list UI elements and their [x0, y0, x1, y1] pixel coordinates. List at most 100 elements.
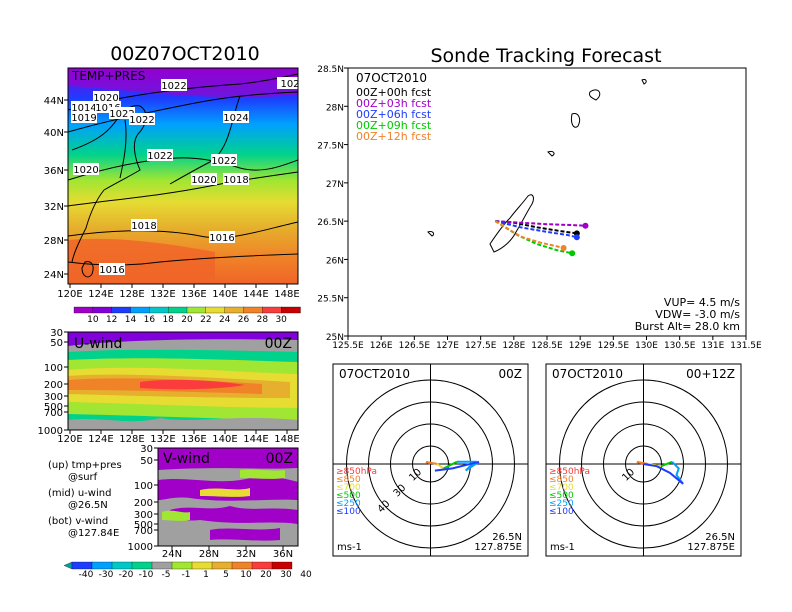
lat-tick-label: 28N — [44, 236, 64, 247]
lon-tick-label: 120E — [57, 434, 82, 445]
colorbar-swatch — [111, 561, 133, 570]
hodograph-unit: ms-1 — [550, 542, 575, 553]
pressure-tick-label: 30 — [140, 444, 153, 455]
track-lat-ticks: 28.5N 28N 27.5N 27N 26.5N 26N 25.5N 25N — [317, 65, 348, 343]
lon-tick-label: 131E — [701, 341, 724, 351]
colorbar-label: 1 — [203, 570, 209, 580]
lon-tick-label: 148E — [274, 434, 299, 445]
lat-tick-label: 28N — [199, 549, 219, 560]
track-line-1 — [495, 220, 586, 227]
colorbar-label: 24 — [219, 315, 231, 325]
note-line: (up) tmp+pres — [48, 460, 122, 471]
lon-tick-label: 140E — [212, 289, 237, 300]
note-line: @26.5N — [68, 500, 108, 511]
hodograph-time: 00+12Z — [686, 367, 735, 381]
temp-map-frame — [67, 67, 299, 285]
level-legend-entry: ≤250 — [336, 499, 361, 509]
isobar-label: 1019 — [71, 113, 96, 124]
lat-tick-label: 25N — [326, 333, 344, 343]
pressure-tick-label: 700 — [44, 408, 63, 419]
track-vup: VUP= 4.5 m/s — [664, 296, 740, 309]
colorbar-swatch — [73, 306, 94, 314]
pressure-tick-label: 100 — [44, 363, 63, 374]
colorbar-label: 22 — [200, 315, 211, 325]
left-panel-title: 00Z07OCT2010 — [110, 43, 260, 65]
hodograph-trace-2 — [436, 463, 445, 470]
hodograph-center-lon: 127.875E — [687, 542, 735, 553]
lat-tick-label: 28N — [326, 103, 344, 113]
isobar-label-bg — [99, 263, 125, 275]
lat-tick-label: 36N — [273, 549, 293, 560]
pressure-tick-label: 700 — [134, 526, 153, 537]
lon-tick-label: 128E — [502, 341, 525, 351]
uwind-frame — [67, 331, 299, 431]
colorbar-label: 30 — [275, 315, 287, 325]
isobar-label-bg — [161, 79, 187, 91]
lon-tick-label: 130E — [635, 341, 658, 351]
colorbar-label: 30 — [280, 570, 292, 580]
lon-tick-label: 132E — [150, 434, 175, 445]
lon-tick-label: 128E — [119, 289, 144, 300]
colorbar-swatch — [271, 561, 293, 570]
note-line: (mid) u-wind — [48, 488, 111, 499]
isobar-label: 1024 — [223, 113, 248, 124]
hodograph-trace-4 — [671, 461, 684, 485]
isobar-label: 1018 — [131, 221, 156, 232]
lat-tick-label: 24N — [44, 270, 64, 281]
wind-colorbar: -40 -30 -20 -10 -5 -1 1 5 10 20 30 40 — [63, 561, 312, 580]
temp-colorbar: 10 12 14 16 18 20 22 24 26 28 30 — [73, 306, 301, 325]
lon-tick-label: 127E — [436, 341, 459, 351]
colorbar-swatch — [92, 306, 113, 314]
pressure-tick-label: 200 — [134, 498, 153, 509]
track-vdw: VDW= -3.0 m/s — [655, 308, 740, 321]
burst-point-4 — [560, 244, 567, 251]
isobar-label-bg — [73, 163, 99, 175]
level-legend-entry: ≤250 — [549, 499, 574, 509]
uwind-label: U-wind — [74, 336, 122, 352]
isobar-label: 1018 — [223, 175, 248, 186]
track-line-3 — [494, 220, 573, 255]
colorbar-swatch — [231, 561, 253, 570]
note-line: (bot) v-wind — [48, 516, 108, 527]
legend-entry: 00Z+00h fcst — [356, 86, 432, 99]
lon-tick-label: 128E — [119, 434, 144, 445]
hodograph-trace-1 — [425, 460, 438, 465]
legend-entry: 00Z+12h fcst — [356, 130, 432, 143]
hodograph-center-lon: 127.875E — [474, 542, 522, 553]
hodograph-date: 07OCT2010 — [339, 367, 410, 381]
isobar-label: 1020 — [191, 175, 216, 186]
colorbar-swatch — [205, 306, 226, 314]
legend-entry: 00Z+06h fcst — [356, 108, 432, 121]
hodograph-00z: 07OCT2010 00Z103040≥850hPa≤850≤700≤500≤25… — [332, 363, 529, 557]
isobar-label: 1016 — [209, 233, 234, 244]
isobar-label-bg — [211, 154, 237, 166]
level-legend-entry: ≥850hPa — [336, 467, 377, 477]
pressure-tick-label: 200 — [44, 380, 63, 391]
hodograph-trace-3 — [443, 460, 458, 470]
lon-tick-label: 140E — [212, 434, 237, 445]
colorbar-swatch — [151, 561, 173, 570]
isobar-label: 1022 — [161, 81, 186, 92]
lon-tick-label: 144E — [243, 434, 268, 445]
lat-tick-label: 24N — [162, 549, 182, 560]
lon-tick-label: 126E — [370, 341, 393, 351]
isobar-label-bg — [209, 231, 235, 243]
colorbar-swatch — [251, 561, 273, 570]
burst-point-3 — [569, 250, 576, 257]
lon-tick-label: 132E — [150, 289, 175, 300]
colorbar-swatch — [191, 561, 213, 570]
lon-tick-label: 125.5E — [332, 341, 364, 351]
lon-tick-label: 136E — [181, 289, 206, 300]
lat-tick-label: 25.5N — [317, 295, 344, 305]
colorbar-label: -1 — [182, 570, 191, 580]
pressure-tick-label: 50 — [50, 338, 63, 349]
lon-tick-label: 129E — [569, 341, 592, 351]
isobar-label: 1020 — [73, 165, 98, 176]
burst-point-2 — [573, 234, 580, 241]
isobar-label: 1016 — [99, 265, 124, 276]
